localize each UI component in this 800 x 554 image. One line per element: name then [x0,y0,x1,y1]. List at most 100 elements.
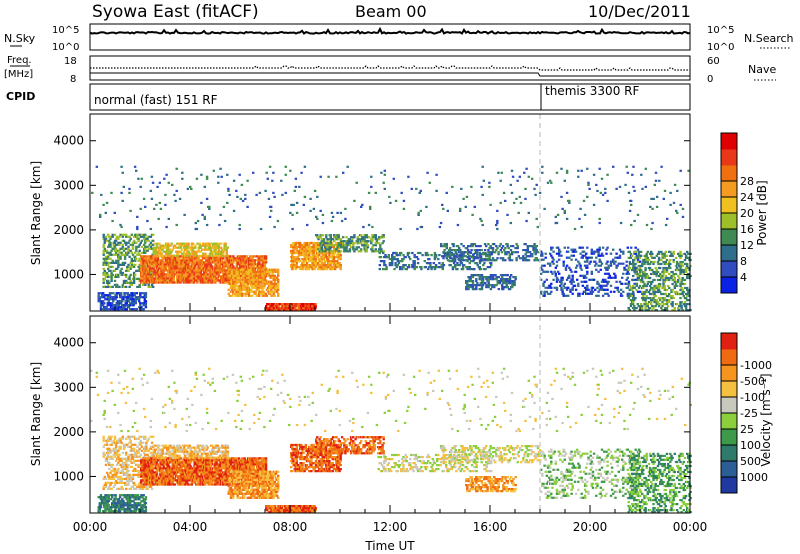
power-cell-4951 [155,203,158,206]
power-cell-4387 [629,252,633,255]
power-cell-3951 [541,268,544,271]
power-cell-4572 [652,297,655,300]
power-cell-2446 [266,268,270,271]
power-cell-3256 [371,234,374,237]
power-cell-283 [109,245,112,248]
power-cell-2932 [322,247,325,251]
power-cell-1825 [258,263,261,266]
power-cell-3327 [393,256,396,259]
power-cell-2617 [297,309,300,312]
power-cell-2294 [247,292,251,295]
power-cell-149 [131,302,134,305]
power-cell-4474 [642,295,645,298]
power-cell-528 [139,241,142,244]
power-cell-3023 [335,262,338,265]
power-cell-4357 [636,248,640,251]
power-cell-2777 [302,243,305,247]
power-cell-4080 [571,276,574,279]
power-cell-1270 [203,271,206,274]
power-cell-4561 [651,309,654,312]
power-cell-3119 [331,238,335,241]
power-cell-4470 [641,264,644,268]
power-cell-4775 [674,282,678,286]
power-cell-4635 [657,250,661,253]
power-cell-3916 [506,286,509,289]
power-cell-3032 [336,249,339,253]
power-cell-3312 [387,256,390,259]
power-cell-2369 [256,284,260,287]
power-cell-4191 [597,294,600,297]
power-cell-1345 [210,281,214,284]
power-cell-3372 [412,266,415,269]
power-cell-628 [152,285,155,288]
power-cell-153 [131,292,134,295]
power-cell-2378 [257,288,261,291]
power-cell-2138 [225,248,228,251]
power-cell-3561 [449,255,452,258]
power-cell-3331 [394,258,397,261]
power-cell-266 [108,281,111,284]
power-cell-4034 [561,288,564,291]
power-cell-3992 [551,260,554,263]
power-cell-4455 [639,268,643,272]
power-cell-4010 [555,260,559,263]
power-cell-4690 [663,254,666,257]
power-cell-57 [111,302,114,305]
power-cell-3571 [452,245,455,248]
power-cell-2867 [314,266,318,269]
power-cell-3553 [445,245,448,248]
power-cell-2162 [230,288,234,291]
power-cell-3865 [489,288,493,291]
power-cell-457 [130,251,133,254]
power-cell-3587 [459,257,462,260]
power-cell-3618 [470,243,473,246]
power-cell-2455 [269,292,272,295]
power-cell-3226 [363,236,366,239]
power-cell-3411 [431,266,434,269]
power-cell-4132 [583,260,587,263]
power-cell-4671 [662,272,665,276]
power-cell-537 [140,239,144,242]
power-cell-3927 [508,276,512,279]
power-cell-757 [151,275,154,278]
power-cell-3728 [516,245,519,248]
power-cell-4398 [632,290,635,294]
power-cell-238 [104,259,108,262]
power-cell-2110 [217,252,221,255]
power-cell-4750 [671,295,674,298]
power-cell-2850 [312,264,315,267]
power-cell-3752 [527,259,531,262]
power-cell-3297 [379,256,383,259]
power-cell-613 [149,235,153,238]
power-cell-1357 [212,277,215,280]
power-cell-2806 [305,241,309,245]
power-cell-535 [140,251,144,254]
power-cell-3490 [468,262,471,265]
power-cell-4496 [644,303,647,306]
power-cell-456 [130,257,133,260]
power-cell-3489 [468,266,471,269]
power-cell-4293 [619,250,623,253]
power-cell-1564 [232,261,235,264]
power-cell-4721 [668,301,671,304]
power-cell-4706 [665,299,669,302]
power-cell-3168 [345,236,348,239]
power-cell-2349 [254,292,257,295]
power-cell-4932 [129,209,132,212]
power-cell-2521 [277,270,280,273]
power-cell-4098 [576,264,579,267]
power-cell-4617 [656,278,660,282]
power-cell-4127 [583,290,587,293]
power-cell-3987 [550,270,553,273]
power-cell-4722 [668,299,671,302]
power-cell-440 [128,235,131,238]
power-cell-4837 [680,254,683,257]
power-cell-3894 [499,274,503,277]
power-cell-479 [134,273,137,276]
power-cell-450 [130,283,133,286]
power-cell-4562 [651,305,654,308]
power-cell-2040 [197,248,200,251]
power-cell-4549 [648,252,652,255]
power-cell-1891 [264,261,268,264]
power-cell-4851 [682,272,685,276]
